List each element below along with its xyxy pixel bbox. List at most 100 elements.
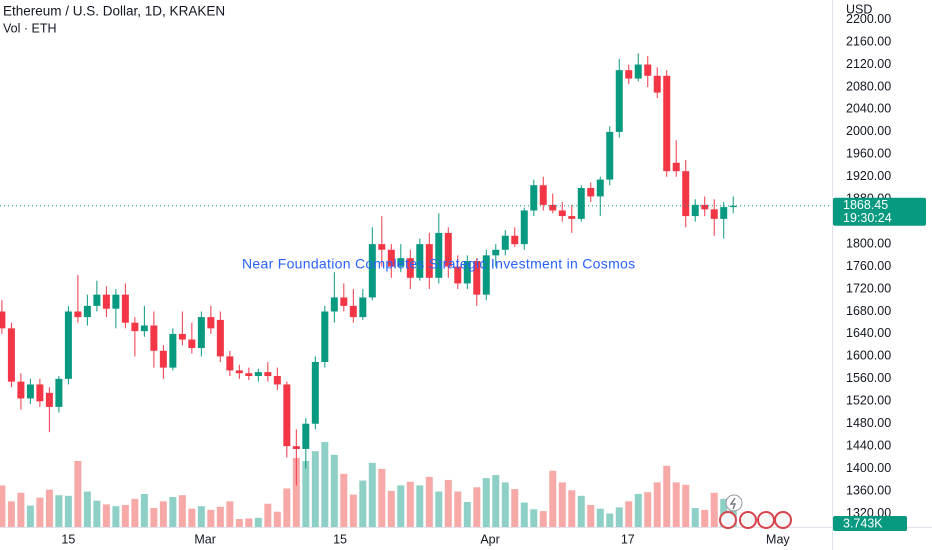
last-price-label: 1868.45 bbox=[843, 198, 888, 212]
candle-body bbox=[178, 333, 186, 340]
candle-body bbox=[539, 185, 547, 205]
y-tick-label: 1360.00 bbox=[846, 483, 891, 497]
candle-body bbox=[150, 325, 158, 351]
candle-body bbox=[368, 244, 376, 298]
volume-bar bbox=[397, 485, 405, 527]
candle-body bbox=[530, 185, 538, 211]
event-icon[interactable] bbox=[725, 494, 743, 512]
candle-body bbox=[273, 376, 281, 385]
volume-bar bbox=[406, 481, 414, 527]
y-tick-label: 2080.00 bbox=[846, 79, 891, 93]
candle-body bbox=[596, 179, 604, 197]
volume-bar bbox=[197, 506, 205, 527]
candle-body bbox=[454, 266, 462, 284]
volume-bar bbox=[311, 451, 319, 527]
y-tick-label: 1520.00 bbox=[846, 394, 891, 408]
candle-body bbox=[330, 297, 338, 312]
candle-body bbox=[473, 260, 481, 295]
y-tick-label: 2000.00 bbox=[846, 124, 891, 138]
candle-body bbox=[55, 378, 63, 407]
candle-body bbox=[406, 258, 414, 278]
news-annotation[interactable]: Near Foundation Completes Strategic Inve… bbox=[242, 256, 635, 272]
candle-layer bbox=[0, 53, 832, 486]
volume-bar bbox=[349, 494, 357, 527]
candle-body bbox=[720, 207, 728, 219]
candle-body bbox=[45, 392, 53, 407]
volume-bar bbox=[188, 508, 196, 527]
volume-bar bbox=[17, 492, 25, 527]
candle-body bbox=[482, 255, 490, 295]
candle-body bbox=[511, 235, 519, 245]
volume-bar bbox=[634, 493, 642, 527]
volume-bar bbox=[159, 501, 167, 527]
volume-bar bbox=[226, 501, 234, 527]
volume-bar bbox=[625, 501, 633, 527]
event-flag[interactable] bbox=[757, 511, 775, 529]
y-tick-label: 1640.00 bbox=[846, 326, 891, 340]
candle-body bbox=[102, 294, 110, 309]
volume-bar bbox=[368, 462, 376, 527]
volume-bar bbox=[340, 473, 348, 527]
volume-bar bbox=[273, 511, 281, 527]
volume-bar bbox=[520, 502, 528, 527]
chart-title: Ethereum / U.S. Dollar, 1D, KRAKEN bbox=[3, 4, 225, 19]
volume-bar bbox=[577, 495, 585, 527]
volume-bar bbox=[140, 493, 148, 527]
volume-bar bbox=[435, 491, 443, 527]
volume-bar bbox=[264, 503, 272, 527]
volume-bar bbox=[292, 457, 300, 527]
volume-bar bbox=[64, 495, 72, 527]
volume-bar bbox=[511, 489, 519, 527]
volume-bar bbox=[245, 518, 253, 527]
y-tick-label: 1760.00 bbox=[846, 259, 891, 273]
volume-bar bbox=[235, 519, 243, 527]
candle-body bbox=[444, 232, 452, 267]
y-tick-label: 1480.00 bbox=[846, 416, 891, 430]
volume-bar bbox=[378, 468, 386, 527]
candle-body bbox=[216, 319, 224, 357]
event-flag[interactable] bbox=[739, 511, 757, 529]
event-flag[interactable] bbox=[774, 511, 792, 529]
candle-body bbox=[74, 311, 82, 318]
candle-body bbox=[577, 188, 585, 219]
candle-body bbox=[435, 232, 443, 278]
volume-bar bbox=[644, 492, 652, 527]
y-tick-label: 1920.00 bbox=[846, 169, 891, 183]
candle-body bbox=[36, 384, 44, 402]
candle-body bbox=[378, 244, 386, 250]
x-tick-label: Mar bbox=[194, 532, 216, 546]
candle-body bbox=[359, 297, 367, 318]
x-tick-label: May bbox=[766, 532, 790, 546]
candle-body bbox=[235, 370, 243, 374]
candle-body bbox=[463, 260, 471, 284]
candle-body bbox=[653, 75, 661, 93]
candle-body bbox=[349, 305, 357, 318]
volume-bar bbox=[150, 508, 158, 527]
volume-bar bbox=[549, 470, 557, 527]
candle-body bbox=[26, 384, 34, 399]
volume-bar bbox=[606, 513, 614, 527]
event-flag[interactable] bbox=[719, 511, 737, 529]
candle-body bbox=[729, 205, 737, 208]
x-tick-label: 15 bbox=[61, 532, 75, 546]
volume-bar bbox=[587, 504, 595, 527]
volume-bar bbox=[454, 491, 462, 527]
candle-body bbox=[425, 244, 433, 278]
volume-bar bbox=[45, 489, 53, 527]
y-tick-label: 2120.00 bbox=[846, 57, 891, 71]
event-icons[interactable] bbox=[719, 494, 792, 529]
candle-body bbox=[7, 328, 15, 382]
volume-bar bbox=[691, 508, 699, 527]
volume-bar bbox=[482, 478, 490, 527]
candle-body bbox=[226, 356, 234, 371]
volume-bar bbox=[83, 491, 91, 527]
candle-body bbox=[634, 64, 642, 79]
volume-label: 3.743K bbox=[843, 516, 883, 530]
candle-body bbox=[64, 311, 72, 379]
y-tick-label: 1560.00 bbox=[846, 371, 891, 385]
volume-bar bbox=[710, 492, 718, 527]
candle-body bbox=[501, 235, 509, 250]
event-bolt bbox=[729, 497, 737, 510]
volume-bar bbox=[7, 501, 15, 527]
volume-bar bbox=[615, 507, 623, 527]
